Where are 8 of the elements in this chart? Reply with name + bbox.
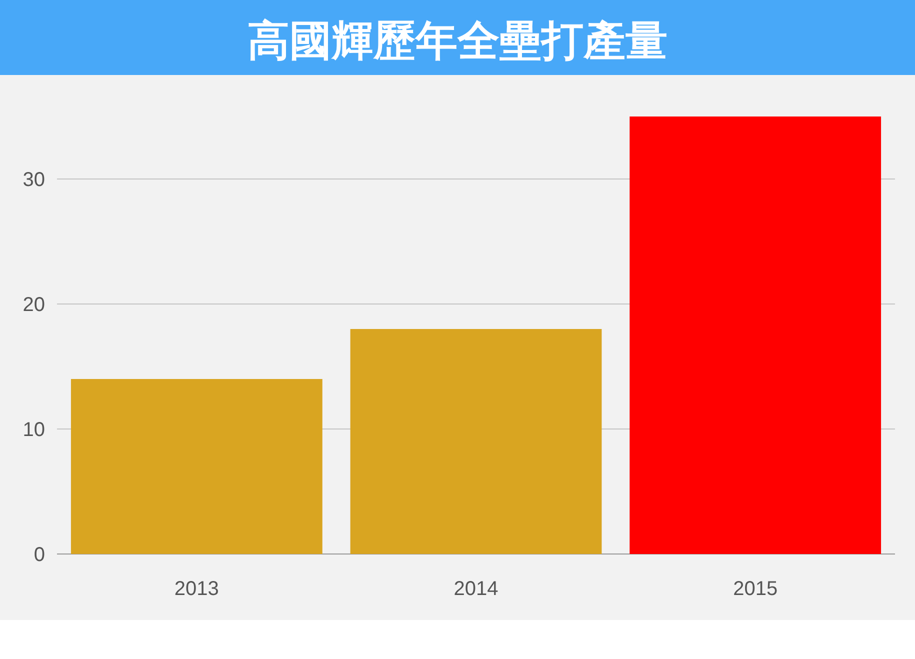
y-tick-label: 30 xyxy=(22,169,45,191)
y-tick-label: 0 xyxy=(34,544,45,566)
x-tick-label: 2013 xyxy=(174,578,219,600)
x-tick-label: 2014 xyxy=(454,578,498,600)
x-tick-label: 2015 xyxy=(733,578,778,600)
title: 高國輝歷年全壘打產量 xyxy=(248,17,668,64)
y-tick-label: 10 xyxy=(22,419,45,441)
y-tick-label: 20 xyxy=(22,294,45,316)
